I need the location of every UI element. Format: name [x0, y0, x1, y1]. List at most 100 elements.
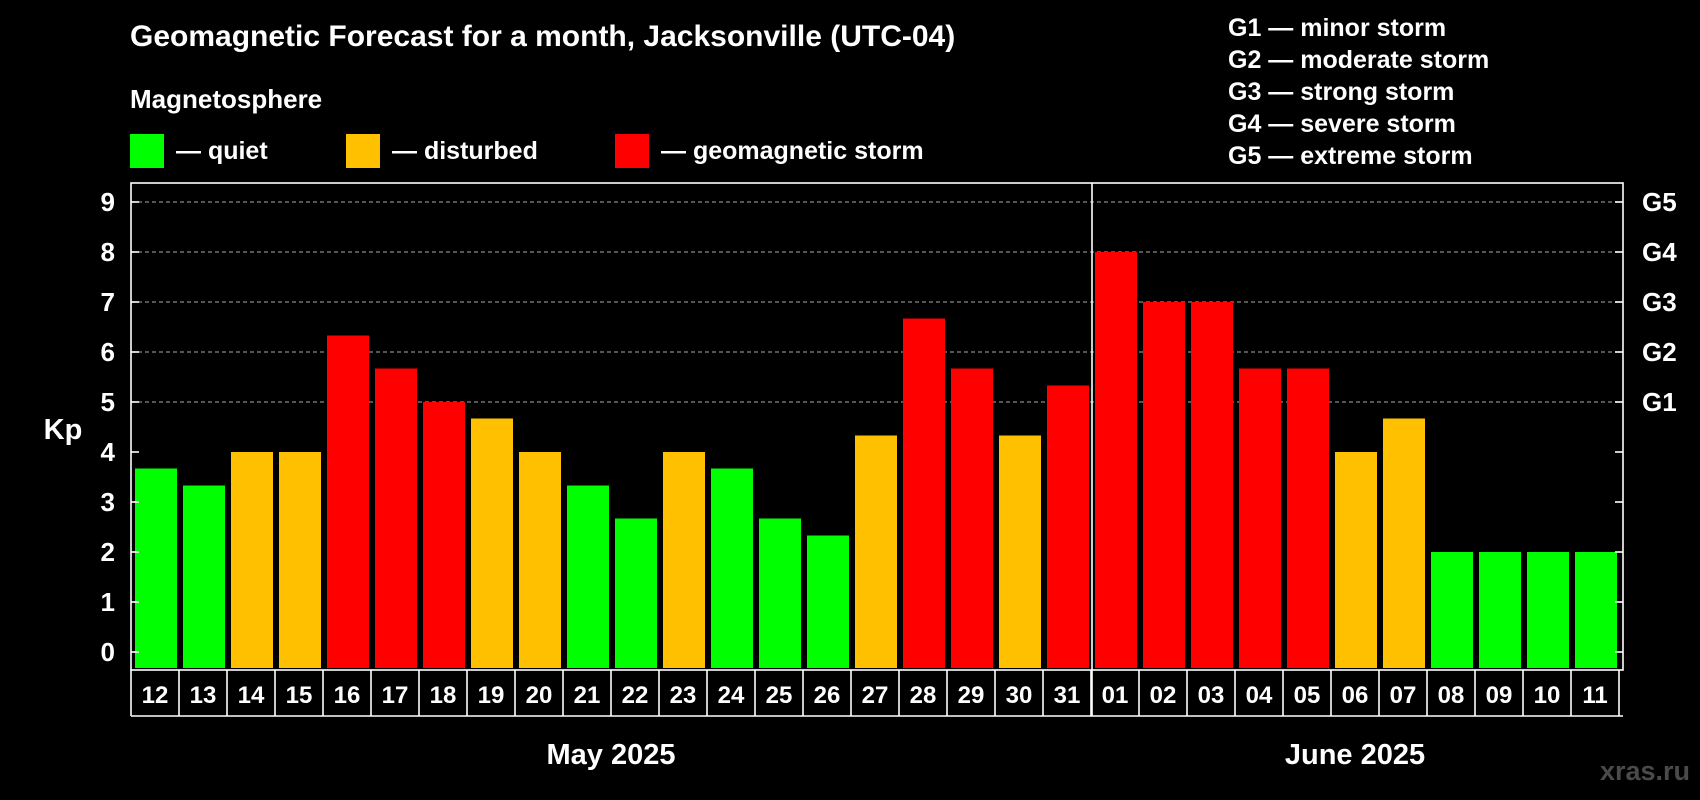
bar-14 [231, 452, 273, 668]
bar-09 [1479, 552, 1521, 668]
chart-title: Geomagnetic Forecast for a month, Jackso… [130, 20, 956, 53]
bar-25 [759, 518, 801, 668]
date-label-12: 12 [142, 682, 169, 709]
bar-21 [567, 485, 609, 668]
quiet-swatch [130, 134, 164, 168]
bar-30 [999, 435, 1041, 668]
legend-item-storm: — geomagnetic storm [615, 134, 924, 168]
date-label-14: 14 [238, 682, 265, 709]
storm-scale-legend: G1 — minor storm G2 — moderate storm G3 … [1228, 12, 1489, 172]
bar-16 [327, 335, 369, 668]
storm-level-g2: G2 — moderate storm [1228, 46, 1490, 74]
ytick-label-6: 6 [101, 337, 115, 367]
plot-frame [130, 182, 1624, 671]
ytick-label-0: 0 [101, 637, 115, 667]
bar-24 [711, 468, 753, 668]
ytick-label-8: 8 [101, 237, 115, 267]
bar-22 [615, 518, 657, 668]
ytick-label-4: 4 [101, 437, 116, 467]
bar-03 [1191, 302, 1233, 668]
bar-10 [1527, 552, 1569, 668]
ytick-label-2: 2 [101, 537, 115, 567]
date-label-19: 19 [478, 682, 505, 709]
month-label: May 2025 [547, 739, 676, 771]
date-label-05: 05 [1294, 682, 1321, 709]
storm-level-g4: G4 — severe storm [1228, 110, 1456, 138]
date-label-06: 06 [1342, 682, 1369, 709]
legend-label-quiet: — quiet [176, 136, 268, 165]
legend-label-storm: — geomagnetic storm [661, 136, 924, 165]
date-label-17: 17 [382, 682, 409, 709]
date-label-15: 15 [286, 682, 313, 709]
date-label-24: 24 [718, 682, 745, 709]
y-axis-title: Kp [44, 414, 83, 446]
date-label-27: 27 [862, 682, 889, 709]
bars [135, 252, 1617, 668]
date-label-29: 29 [958, 682, 985, 709]
storm-level-g3: G3 — strong storm [1228, 78, 1455, 106]
bar-27 [855, 435, 897, 668]
date-label-10: 10 [1534, 682, 1561, 709]
date-label-21: 21 [574, 682, 601, 709]
date-label-04: 04 [1246, 682, 1273, 709]
bar-07 [1383, 418, 1425, 668]
date-label-08: 08 [1438, 682, 1465, 709]
bar-23 [663, 452, 705, 668]
date-label-25: 25 [766, 682, 793, 709]
storm-axis-label-g5: G5 [1642, 187, 1677, 217]
axis-labels: 12 13 14 15 16 17 18 19 20 21 22 23 24 25 26 27 28 29 30 31… [44, 187, 1678, 771]
bar-18 [423, 402, 465, 668]
date-label-13: 13 [190, 682, 217, 709]
ytick-label-7: 7 [101, 287, 115, 317]
legend-item-disturbed: — disturbed [346, 134, 538, 168]
legend-label-disturbed: — disturbed [392, 136, 538, 165]
storm-level-g1: G1 — minor storm [1228, 14, 1447, 42]
date-label-03: 03 [1198, 682, 1225, 709]
date-label-02: 02 [1150, 682, 1177, 709]
watermark: xras.ru [1599, 756, 1690, 786]
date-label-11: 11 [1582, 682, 1607, 709]
ytick-label-9: 9 [101, 187, 115, 217]
date-label-23: 23 [670, 682, 697, 709]
bar-06 [1335, 452, 1377, 668]
date-label-18: 18 [430, 682, 457, 709]
disturbed-swatch [346, 134, 380, 168]
storm-axis-label-g4: G4 [1642, 237, 1677, 267]
bar-17 [375, 368, 417, 668]
date-label-26: 26 [814, 682, 841, 709]
storm-axis-label-g1: G1 [1642, 387, 1677, 417]
bar-29 [951, 368, 993, 668]
bar-31 [1047, 385, 1089, 668]
date-label-20: 20 [526, 682, 553, 709]
bar-02 [1143, 302, 1185, 668]
storm-level-g5: G5 — extreme storm [1228, 142, 1473, 170]
date-label-30: 30 [1006, 682, 1033, 709]
date-label-31: 31 [1054, 682, 1081, 709]
bar-08 [1431, 552, 1473, 668]
bar-15 [279, 452, 321, 668]
axes [130, 182, 1624, 717]
bar-01 [1095, 252, 1137, 668]
ytick-label-5: 5 [101, 387, 115, 417]
storm-axis-label-g2: G2 [1642, 337, 1677, 367]
bar-05 [1287, 368, 1329, 668]
date-label-22: 22 [622, 682, 649, 709]
date-label-01: 01 [1102, 682, 1129, 709]
bar-20 [519, 452, 561, 668]
month-label: June 2025 [1285, 739, 1425, 771]
bar-04 [1239, 368, 1281, 668]
ytick-label-3: 3 [101, 487, 115, 517]
bar-19 [471, 418, 513, 668]
date-label-28: 28 [910, 682, 937, 709]
ytick-label-1: 1 [101, 587, 115, 617]
bar-26 [807, 535, 849, 668]
bar-28 [903, 318, 945, 668]
storm-swatch [615, 134, 649, 168]
date-label-09: 09 [1486, 682, 1513, 709]
bar-12 [135, 468, 177, 668]
date-label-07: 07 [1390, 682, 1417, 709]
bar-11 [1575, 552, 1617, 668]
storm-axis-label-g3: G3 [1642, 287, 1677, 317]
bar-13 [183, 485, 225, 668]
